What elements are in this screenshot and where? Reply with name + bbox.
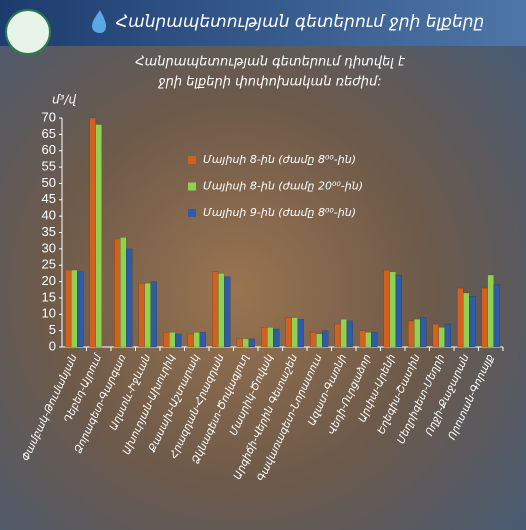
bar (126, 248, 133, 348)
bar (267, 327, 274, 348)
bar (175, 333, 182, 348)
bar (71, 269, 78, 348)
y-tick-label: 60 (42, 142, 56, 157)
bar (408, 320, 415, 348)
y-tick-label: 30 (42, 240, 56, 255)
bar (395, 274, 402, 348)
bar (248, 338, 255, 348)
bar (95, 124, 102, 348)
bar (297, 318, 304, 348)
bar (77, 271, 84, 348)
subtitle: Հանրապետության գետերում դիտվել է (135, 55, 406, 70)
y-tick-label: 45 (42, 191, 56, 206)
bar (150, 281, 157, 348)
y-tick-label: 50 (42, 175, 56, 190)
chart-title: Հանրապետության գետերում ջրի ելքերը (116, 12, 484, 32)
bar (493, 284, 500, 348)
legend-swatch (188, 182, 196, 191)
legend-label: Մայիսի 8-ին (ժամը 8⁰⁰-ին) (203, 153, 356, 166)
legend-label: Մայիսի 8-ին (ժամը 20⁰⁰-ին) (203, 180, 363, 193)
bar (291, 317, 298, 348)
bar (340, 318, 347, 348)
bar (420, 317, 427, 348)
bar (316, 333, 323, 348)
y-tick-label: 65 (42, 126, 56, 141)
y-tick-label: 10 (42, 306, 56, 321)
bar (371, 332, 378, 348)
y-tick-label: 70 (42, 109, 56, 124)
y-tick-label: 0 (49, 338, 56, 353)
y-tick-label: 35 (42, 224, 56, 239)
bar (444, 323, 451, 348)
bar (120, 237, 127, 348)
logo (5, 9, 51, 55)
y-tick-label: 55 (42, 159, 56, 174)
bar (224, 276, 231, 348)
bar (169, 332, 176, 348)
bar (438, 327, 445, 348)
bar (285, 317, 292, 348)
bar (359, 330, 366, 348)
bar (199, 332, 206, 348)
bar (457, 287, 464, 348)
legend-label: Մայիսի 9-ին (ժամը 8⁰⁰-ին) (203, 206, 356, 219)
bar (89, 117, 96, 348)
bar (334, 323, 341, 348)
bar (218, 273, 225, 348)
header-bar (0, 0, 526, 46)
bar (138, 282, 145, 348)
y-tick-label: 40 (42, 208, 56, 223)
bar (261, 327, 268, 348)
bar (273, 328, 280, 348)
bar (432, 323, 439, 348)
bar (242, 338, 249, 348)
bar (65, 269, 72, 348)
bar (310, 332, 317, 348)
y-tick-label: 25 (42, 257, 56, 272)
bar (144, 282, 151, 348)
bar (414, 318, 421, 348)
legend-swatch (188, 209, 196, 217)
y-tick-label: 15 (42, 289, 56, 304)
y-tick-label: 20 (42, 273, 56, 288)
bar (114, 238, 121, 348)
bar (389, 271, 396, 348)
bar (212, 271, 219, 348)
bar (163, 332, 170, 348)
bar (481, 287, 488, 348)
bar (322, 330, 329, 348)
bar (236, 338, 243, 348)
subtitle: ջրի ելքերի փոփոխական ռեժիմ: (157, 75, 381, 90)
bar (469, 296, 476, 348)
bar (346, 320, 353, 348)
bar (487, 274, 494, 348)
bar (365, 332, 372, 348)
y-tick-label: 5 (49, 322, 56, 337)
legend-swatch (188, 156, 196, 164)
bar (383, 269, 390, 348)
y-axis-label: մ³/վ (52, 93, 76, 107)
bar (193, 332, 200, 348)
bar (187, 333, 194, 348)
bar (463, 292, 470, 348)
drop-icon (92, 10, 106, 33)
